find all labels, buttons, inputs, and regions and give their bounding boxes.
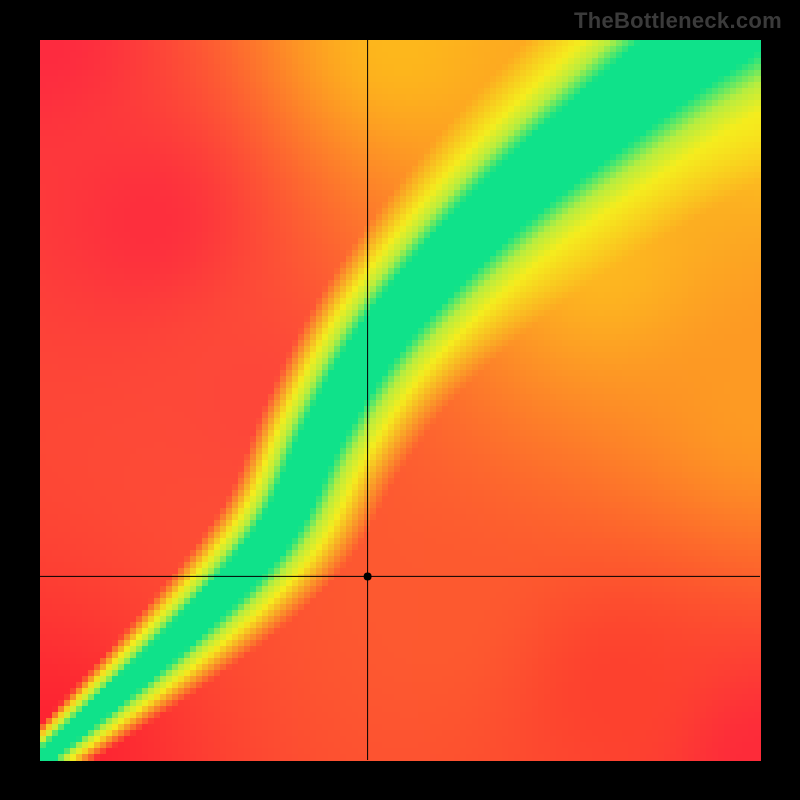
watermark-text: TheBottleneck.com <box>574 8 782 34</box>
heatmap-canvas <box>0 0 800 800</box>
